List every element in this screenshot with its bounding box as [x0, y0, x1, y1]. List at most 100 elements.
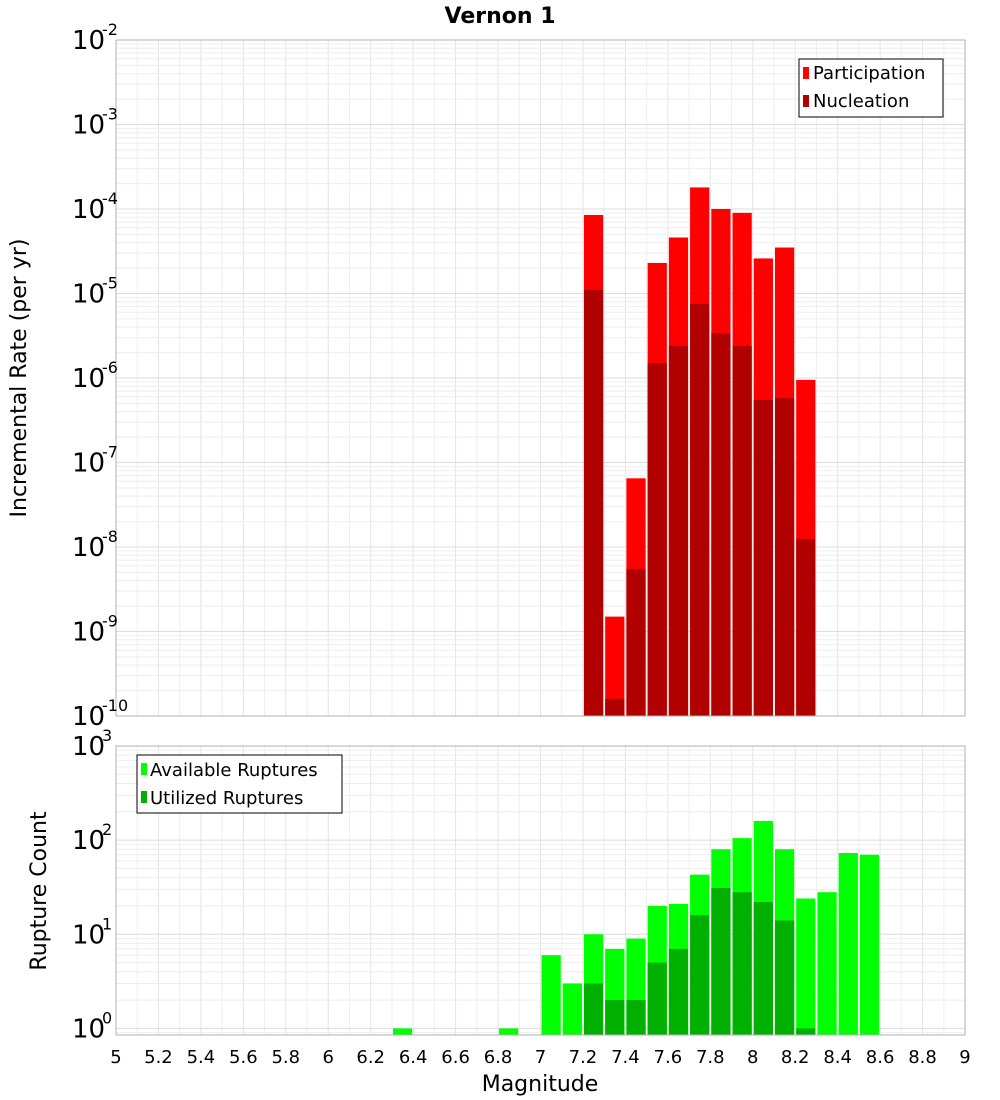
rate-ytick-exponent: -6 [102, 358, 118, 377]
xtick-label: 8 [747, 1047, 758, 1068]
available-ruptures-bar [817, 892, 837, 1035]
rate-gridlines [116, 40, 965, 716]
nucleation-bar [647, 363, 667, 716]
utilized-ruptures-bar [711, 888, 731, 1035]
nucleation-bar [605, 698, 625, 716]
xtick-label: 5 [110, 1047, 121, 1068]
rate-ytick-label: 10 [72, 533, 105, 563]
xtick-label: 7.6 [654, 1047, 683, 1068]
participation-legend-label: Participation [813, 63, 925, 84]
count-ytick-label: 10 [72, 920, 105, 950]
rate-ytick-label: 10 [72, 195, 105, 225]
rate-plot-frame [115, 39, 966, 717]
rate-legend: Participation Nucleation [798, 58, 944, 118]
xtick-label: 7.2 [569, 1047, 598, 1068]
count-ytick-label: 10 [72, 826, 105, 856]
rate-ytick-label: 10 [72, 449, 105, 479]
rate-ytick-label: 10 [72, 111, 105, 141]
rate-ytick-exponent: -4 [102, 189, 118, 208]
count-ytick-label: 10 [72, 732, 105, 762]
rate-ytick-exponent: -5 [102, 274, 118, 293]
xtick-label: 5.6 [229, 1047, 258, 1068]
nucleation-bar [774, 397, 795, 716]
count-ytick-exponent: 3 [102, 726, 112, 745]
utilized-ruptures-bar [774, 920, 795, 1035]
rate-ytick-exponent: -3 [102, 105, 118, 124]
utilized-ruptures-bar [605, 1000, 625, 1035]
rate-ytick-label: 10 [72, 702, 105, 732]
x-axis-label: Magnitude [482, 1072, 599, 1097]
rate-ytick-exponent: -2 [102, 20, 118, 39]
xtick-label: 8.4 [823, 1047, 852, 1068]
rate-ytick-label: 10 [72, 280, 105, 310]
count-ytick-exponent: 0 [102, 1008, 112, 1027]
nucleation-bar [690, 304, 710, 716]
xtick-label: 9 [959, 1047, 970, 1068]
xtick-label: 6 [323, 1047, 334, 1068]
utilized-ruptures-bar [626, 1000, 646, 1035]
rate-ytick-exponent: -7 [102, 443, 118, 462]
count-bars [392, 820, 880, 1035]
xtick-label: 6.6 [441, 1047, 470, 1068]
count-legend: Available Ruptures Utilized Ruptures [136, 754, 343, 814]
participation-bar [605, 616, 625, 716]
rate-ytick-label: 10 [72, 364, 105, 394]
nucleation-bar [711, 333, 731, 716]
available-ruptures-bar [859, 854, 880, 1035]
utilized-ruptures-bar [732, 892, 752, 1035]
available-ruptures-bar [499, 1028, 519, 1035]
utilized-ruptures-bar [796, 1028, 816, 1035]
participation-legend-swatch [803, 67, 809, 79]
xtick-label: 8.2 [781, 1047, 810, 1068]
nucleation-bar [753, 399, 773, 716]
available-ruptures-bar [392, 1028, 413, 1035]
utilized-ruptures-bar [583, 983, 604, 1035]
utilized-legend-label: Utilized Ruptures [150, 788, 303, 809]
chart-title: Vernon 1 [445, 4, 556, 29]
utilized-legend-swatch [141, 791, 147, 803]
rate-legend-box [798, 58, 944, 118]
xtick-label: 7.8 [696, 1047, 725, 1068]
count-ytick-label: 10 [72, 1014, 105, 1044]
utilized-ruptures-bar [647, 962, 667, 1035]
nucleation-legend-label: Nucleation [813, 91, 909, 112]
count-ytick-exponent: 2 [102, 820, 112, 839]
available-ruptures-bar [796, 898, 816, 1035]
xtick-label: 6.8 [484, 1047, 513, 1068]
xtick-label: 8.6 [866, 1047, 895, 1068]
rate-ytick-exponent: -9 [102, 612, 118, 631]
nucleation-bar [583, 290, 604, 716]
rate-ytick-label: 10 [72, 26, 105, 56]
xtick-label: 5.4 [187, 1047, 216, 1068]
nucleation-bar [626, 568, 646, 716]
rate-ytick-exponent: -10 [102, 696, 128, 715]
available-ruptures-bar [562, 983, 582, 1035]
count-ytick-exponent: 1 [102, 914, 112, 933]
xtick-label: 8.8 [908, 1047, 937, 1068]
available-ruptures-bar [838, 853, 858, 1035]
rate-bars [583, 187, 816, 717]
available-ruptures-bar [541, 955, 561, 1035]
nucleation-bar [796, 538, 816, 716]
xtick-label: 7 [535, 1047, 546, 1068]
xtick-label: 5.2 [144, 1047, 173, 1068]
utilized-ruptures-bar [668, 948, 689, 1035]
count-plot-frame [115, 745, 966, 1036]
available-legend-swatch [141, 763, 147, 775]
nucleation-bar [732, 345, 752, 716]
nucleation-bar [668, 345, 689, 716]
utilized-ruptures-bar [753, 902, 773, 1035]
magnitude-x-ticks: 5 5.2 5.4 5.6 5.8 6 6.2 6.4 6.6 6.8 7 7.2 7.4 7.6 7.8 8… [110, 1047, 970, 1068]
utilized-ruptures-bar [690, 915, 710, 1035]
xtick-label: 6.4 [399, 1047, 428, 1068]
nucleation-legend-swatch [803, 95, 809, 107]
xtick-label: 6.2 [356, 1047, 385, 1068]
xtick-label: 7.4 [611, 1047, 640, 1068]
rate-ytick-label: 10 [72, 618, 105, 648]
count-legend-box [136, 754, 343, 814]
